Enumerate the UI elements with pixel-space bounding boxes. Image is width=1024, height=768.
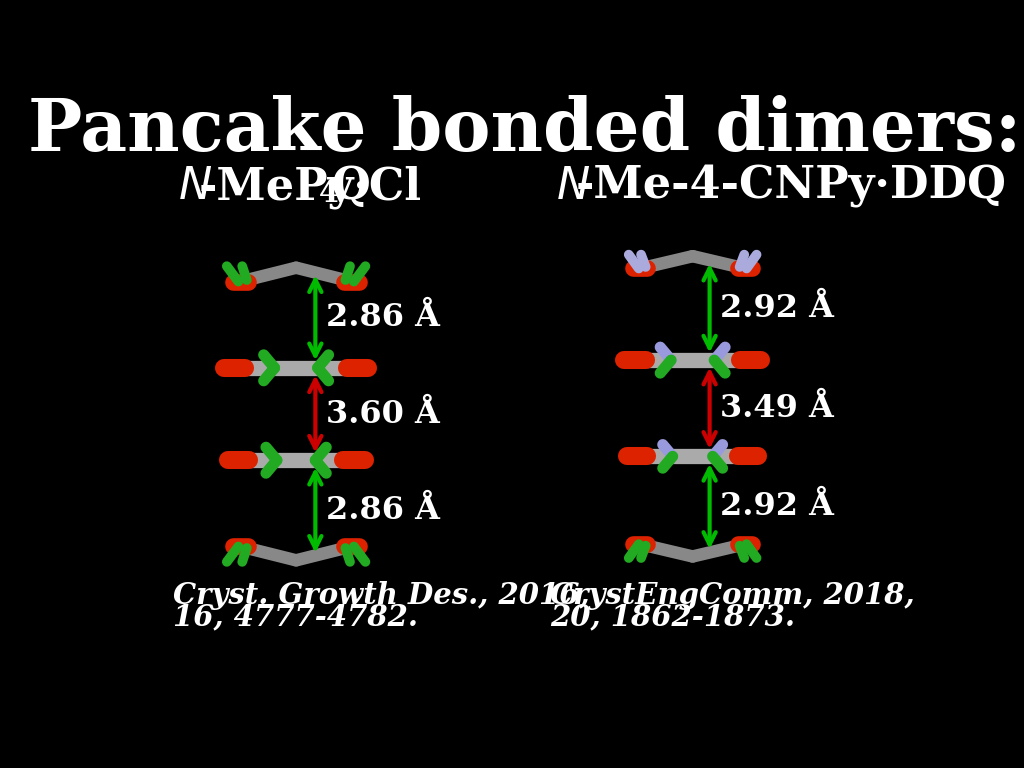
Text: 2.86 Å: 2.86 Å [326,495,440,526]
Text: 16, 4777-4782.: 16, 4777-4782. [173,602,418,631]
Text: Cryst. Growth Des., 2016,: Cryst. Growth Des., 2016, [173,581,590,611]
Text: 20, 1862-1873.: 20, 1862-1873. [550,602,796,631]
Text: 3.60 Å: 3.60 Å [326,399,440,429]
Text: $\mathit{N}$: $\mathit{N}$ [556,165,590,208]
Text: $\mathit{N}$: $\mathit{N}$ [178,165,212,208]
Text: Q: Q [331,165,370,208]
Text: CrystEngComm, 2018,: CrystEngComm, 2018, [550,581,914,611]
Text: Pancake bonded dimers:: Pancake bonded dimers: [28,95,1022,166]
Text: -MePy·Cl: -MePy·Cl [199,165,422,209]
Text: 2.92 Å: 2.92 Å [720,293,835,323]
Text: 2.92 Å: 2.92 Å [720,491,835,522]
Text: -Me-4-CNPy·DDQ: -Me-4-CNPy·DDQ [575,165,1007,208]
Text: 4: 4 [319,178,339,207]
Text: 3.49 Å: 3.49 Å [720,392,835,424]
Text: 2.86 Å: 2.86 Å [326,303,440,333]
